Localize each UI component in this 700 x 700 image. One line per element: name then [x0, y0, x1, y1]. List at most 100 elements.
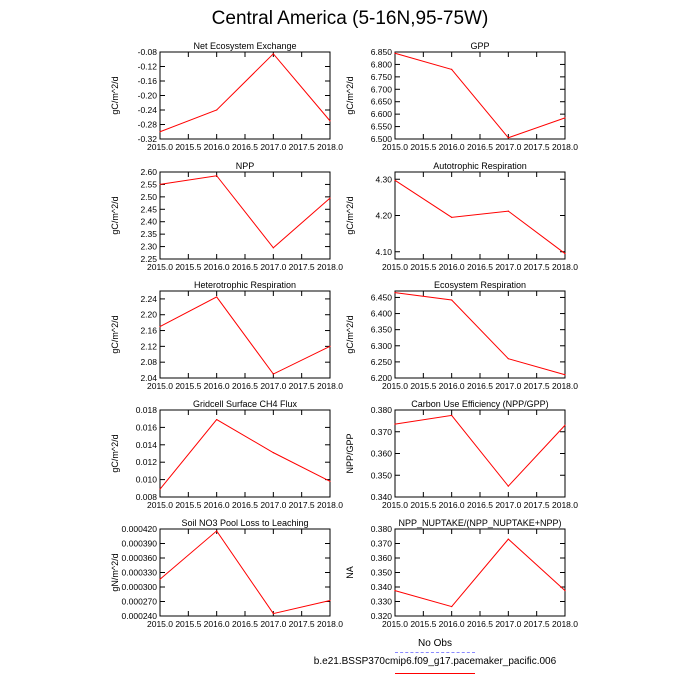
x-tick-label: 2017.0: [495, 381, 521, 391]
series-line: [159, 530, 331, 615]
x-tick-label: 2017.0: [495, 142, 521, 152]
x-tick-label: 2015.0: [382, 619, 408, 629]
data-point: [329, 120, 331, 122]
x-tick-label: 2015.5: [410, 619, 436, 629]
x-tick-label: 2016.0: [204, 381, 230, 391]
y-tick-label: 4.10: [375, 247, 392, 257]
data-point: [564, 590, 566, 592]
y-tick-label: 0.380: [371, 524, 393, 534]
data-point: [216, 530, 218, 532]
data-point: [507, 210, 509, 212]
y-axis-label: gC/m^2/d: [345, 76, 355, 114]
data-point: [394, 292, 396, 294]
series-line: [159, 53, 331, 133]
panel-title: GPP: [470, 41, 489, 51]
data-point: [564, 252, 566, 255]
y-tick-label: 6.850: [371, 47, 393, 57]
x-tick-label: 2015.5: [175, 500, 201, 510]
y-tick-label: 2.50: [140, 192, 157, 202]
data-point: [451, 299, 453, 301]
y-tick-label: 4.30: [375, 174, 392, 184]
x-tick-label: 2015.0: [147, 262, 173, 272]
legend-model-label: b.e21.BSSP370cmip6.f09_g17.pacemaker_pac…: [313, 656, 557, 667]
y-tick-label: 2.55: [140, 179, 157, 189]
x-tick-label: 2015.0: [382, 500, 408, 510]
x-tick-label: 2015.5: [410, 381, 436, 391]
y-tick-label: 0.000270: [122, 597, 158, 607]
data-point: [329, 345, 331, 347]
y-tick-label: 0.340: [371, 492, 393, 502]
series-line: [394, 52, 566, 139]
y-tick-label: 2.45: [140, 204, 157, 214]
x-tick-label: 2018.0: [317, 500, 343, 510]
x-tick-label: 2018.0: [317, 142, 343, 152]
y-tick-label: 0.340: [371, 582, 393, 592]
y-tick-label: -0.32: [138, 134, 158, 144]
x-tick-label: 2018.0: [552, 381, 578, 391]
series-line: [394, 292, 566, 376]
y-tick-label: 6.400: [371, 309, 393, 319]
y-tick-label: 6.800: [371, 59, 393, 69]
y-tick-label: 0.360: [371, 553, 393, 563]
x-tick-label: 2015.5: [175, 381, 201, 391]
x-tick-label: 2018.0: [317, 262, 343, 272]
y-tick-label: -0.12: [138, 62, 158, 72]
x-tick-label: 2016.0: [439, 381, 465, 391]
y-axis-label: gC/m^2/d: [110, 434, 120, 472]
y-tick-label: 2.04: [140, 373, 157, 383]
plot-frame: [159, 409, 331, 498]
y-tick-label: 0.350: [371, 568, 393, 578]
x-tick-label: 2015.0: [147, 381, 173, 391]
x-tick-label: 2018.0: [552, 142, 578, 152]
x-tick-label: 2016.5: [232, 262, 258, 272]
page-title: Central America (5-16N,95-75W): [211, 8, 489, 29]
y-tick-label: 6.700: [371, 84, 393, 94]
x-tick-label: 2015.0: [147, 619, 173, 629]
y-tick-label: 0.000300: [122, 582, 158, 592]
data-point: [507, 538, 509, 540]
x-tick-label: 2015.0: [147, 142, 173, 152]
data-point: [329, 480, 331, 482]
x-tick-label: 2015.5: [410, 500, 436, 510]
x-tick-label: 2015.5: [175, 619, 201, 629]
panel-title: Ecosystem Respiration: [434, 280, 526, 290]
y-tick-label: 6.750: [371, 72, 393, 82]
panel-title: Soil NO3 Pool Loss to Leaching: [181, 518, 308, 528]
panel-title: Net Ecosystem Exchange: [193, 41, 296, 51]
x-tick-label: 2016.0: [439, 500, 465, 510]
y-tick-label: -0.20: [138, 91, 158, 101]
x-tick-label: 2018.0: [552, 619, 578, 629]
data-point: [451, 216, 453, 218]
plot-frame: [159, 290, 331, 379]
x-tick-label: 2017.0: [495, 619, 521, 629]
x-tick-label: 2018.0: [552, 262, 578, 272]
y-tick-label: 0.370: [371, 539, 393, 549]
y-tick-label: 2.40: [140, 217, 157, 227]
y-tick-label: 6.450: [371, 292, 393, 302]
y-tick-label: 6.600: [371, 109, 393, 119]
y-tick-label: 0.000360: [122, 553, 158, 563]
data-point: [394, 179, 396, 181]
x-tick-label: 2015.5: [410, 142, 436, 152]
plot-frame: [159, 51, 331, 140]
panel-title: NPP_NUPTAKE/(NPP_NUPTAKE+NPP): [399, 518, 562, 528]
panel-title: Heterotrophic Respiration: [194, 280, 296, 290]
y-tick-label: -0.16: [138, 76, 158, 86]
y-tick-label: 0.350: [371, 470, 393, 480]
x-tick-label: 2016.0: [204, 619, 230, 629]
x-tick-label: 2018.0: [552, 500, 578, 510]
data-point: [451, 605, 453, 608]
x-tick-label: 2017.5: [524, 500, 550, 510]
x-tick-label: 2015.0: [382, 142, 408, 152]
y-axis-label: NA: [345, 566, 355, 579]
data-point: [159, 131, 161, 133]
panel-title: NPP: [236, 161, 255, 171]
data-point: [394, 590, 396, 592]
series-line: [159, 175, 331, 249]
x-tick-label: 2016.5: [467, 500, 493, 510]
x-tick-label: 2016.5: [467, 142, 493, 152]
data-point: [216, 418, 218, 421]
x-tick-label: 2016.5: [467, 381, 493, 391]
series-line: [394, 179, 566, 254]
y-tick-label: 6.300: [371, 341, 393, 351]
